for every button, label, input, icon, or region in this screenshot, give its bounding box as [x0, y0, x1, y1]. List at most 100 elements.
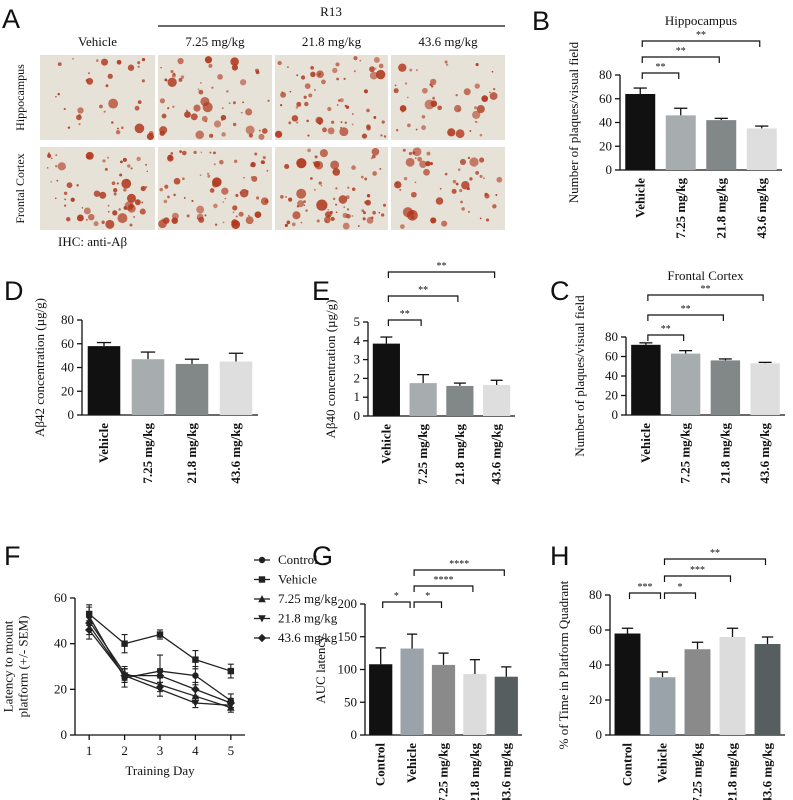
y-tick-label: 0	[596, 727, 603, 742]
plaque	[310, 177, 313, 180]
plaque	[288, 197, 293, 202]
significance-bracket	[387, 271, 496, 278]
bar	[400, 648, 424, 735]
plaque	[240, 111, 243, 114]
plaque	[222, 221, 225, 224]
plaque	[489, 91, 491, 94]
plaque	[191, 199, 194, 202]
plaque	[474, 83, 480, 89]
plaque	[321, 79, 326, 85]
plaque	[371, 154, 376, 159]
plaque	[101, 220, 105, 224]
x-tick-label: 7.25 mg/kg	[690, 743, 705, 800]
plaque	[121, 178, 132, 189]
plaque	[378, 211, 381, 214]
plaque	[316, 117, 324, 125]
plaque	[129, 223, 133, 227]
plaque	[171, 73, 176, 78]
plaque	[491, 70, 494, 73]
plaque	[369, 71, 378, 80]
plaque	[351, 123, 354, 126]
x-tick-label: 43.6 mg/kg	[754, 178, 769, 239]
plaque	[127, 64, 135, 71]
bar	[750, 363, 780, 415]
plaque	[93, 221, 99, 227]
plaque	[112, 210, 118, 216]
plaque	[445, 63, 449, 66]
plaque	[146, 132, 154, 141]
plaque	[403, 176, 408, 181]
plaque	[398, 63, 407, 72]
significance-bracket	[647, 334, 685, 341]
plaque	[134, 105, 140, 111]
plaque	[469, 157, 479, 167]
plaque	[200, 96, 210, 107]
legend-label: 21.8 mg/kg	[278, 611, 338, 626]
marker	[120, 671, 129, 680]
significance-label: **	[400, 309, 410, 320]
micrograph	[158, 55, 272, 140]
plaque	[234, 159, 238, 164]
plaque	[379, 167, 382, 170]
plaque	[86, 155, 90, 159]
group-label: R13	[320, 4, 342, 19]
plaque	[430, 85, 434, 88]
legend-label: Control	[278, 552, 318, 567]
plaque	[335, 187, 338, 190]
legend-label: 43.6 mg/kg	[278, 630, 338, 645]
y-tick-label: 80	[61, 312, 74, 327]
y-axis-label: platform (+/- SEM)	[16, 616, 31, 718]
plaque	[429, 78, 437, 86]
plaque	[231, 219, 239, 227]
significance-bracket	[641, 40, 761, 47]
significance-label: *	[394, 591, 399, 602]
plaque	[399, 188, 402, 191]
plaque	[422, 87, 428, 94]
plaque	[351, 215, 354, 217]
plaque	[190, 113, 198, 121]
plaque	[207, 174, 211, 178]
plaque	[417, 156, 423, 162]
plaque	[214, 223, 218, 226]
plaque	[439, 187, 442, 190]
plaque	[163, 199, 168, 204]
plaque	[410, 191, 417, 198]
plaque	[213, 203, 218, 209]
plaque	[451, 188, 457, 194]
plaque	[327, 106, 332, 112]
y-tick-label: 60	[605, 349, 618, 364]
plaque	[136, 156, 141, 162]
plaque	[489, 92, 498, 100]
plaque	[232, 101, 236, 105]
bar	[706, 120, 737, 170]
plaque	[335, 62, 340, 67]
x-tick-label: Vehicle	[632, 178, 647, 218]
plaque	[55, 154, 58, 157]
plaque	[284, 163, 290, 170]
legend-marker	[258, 556, 266, 564]
x-tick-label: 1	[86, 743, 93, 758]
plaque	[469, 130, 472, 132]
plaque	[245, 125, 255, 135]
plaque	[121, 126, 124, 129]
plaque	[171, 212, 179, 220]
plaque	[332, 168, 341, 176]
plaque	[107, 73, 113, 79]
plaque	[373, 116, 377, 119]
plaque	[300, 75, 306, 80]
y-tick-label: 1	[354, 389, 361, 404]
plaque	[262, 156, 266, 160]
plaque	[394, 84, 397, 87]
plaque	[193, 150, 197, 155]
plaque	[213, 163, 216, 166]
plaque	[472, 110, 481, 119]
plaque	[359, 59, 362, 62]
significance-label: *	[425, 591, 430, 602]
plaque	[239, 79, 247, 86]
y-tick-label: 150	[338, 629, 358, 644]
plaque	[339, 98, 344, 103]
plaque	[280, 104, 283, 107]
plaque	[107, 204, 110, 207]
bar	[631, 344, 661, 415]
plaque	[296, 121, 299, 124]
